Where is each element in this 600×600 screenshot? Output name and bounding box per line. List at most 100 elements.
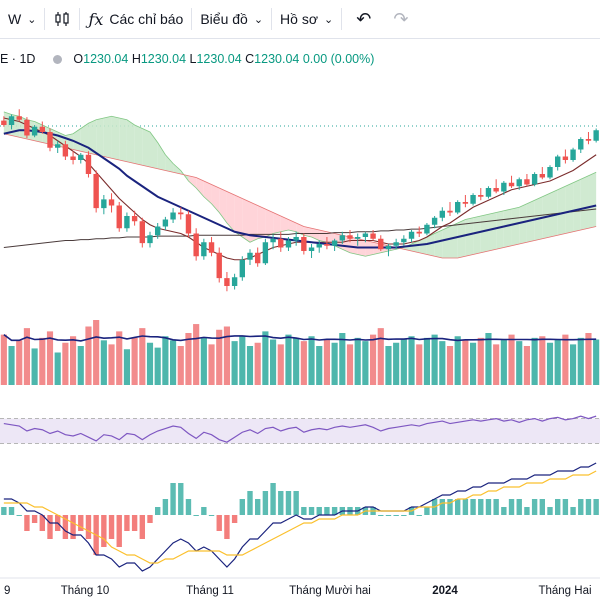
volume-bar: [570, 344, 577, 385]
ichimoku-cloud-segment: [488, 212, 497, 251]
candle-body: [170, 212, 176, 220]
macd-histogram-bar: [247, 491, 253, 515]
interval-selector[interactable]: W ⌄: [0, 0, 44, 38]
ichimoku-cloud-segment: [434, 230, 443, 258]
symbol-interval[interactable]: E · 1D: [0, 52, 36, 66]
candle-body: [424, 224, 430, 234]
macd-histogram-bar: [270, 483, 276, 515]
volume-bar: [239, 336, 246, 385]
candle-body: [562, 156, 569, 160]
ichimoku-cloud-segment: [242, 198, 250, 243]
macd-histogram-bar: [570, 507, 576, 515]
chart-type-label: Biểu đồ: [200, 11, 248, 27]
candle-body: [339, 235, 345, 241]
macd-histogram-bar: [285, 491, 292, 515]
candle-body: [378, 238, 384, 250]
macd-histogram-bar: [185, 499, 192, 515]
candle-body: [93, 174, 99, 209]
macd-histogram-bar: [393, 515, 399, 516]
macd-histogram-bar: [378, 515, 384, 516]
macd-histogram-bar: [170, 483, 176, 515]
macd-histogram-bar: [478, 499, 484, 515]
macd-histogram-bar: [416, 515, 422, 516]
volume-bar: [39, 337, 46, 385]
macd-histogram-bar: [147, 515, 153, 523]
redo-icon: ↷: [393, 8, 409, 29]
macd-histogram-bar: [85, 515, 92, 539]
ichimoku-cloud-segment: [573, 179, 581, 232]
ichimoku-cloud-segment: [465, 217, 474, 257]
candle-body: [231, 277, 238, 286]
macd-histogram-bar: [508, 499, 515, 515]
volume-bar: [46, 331, 54, 385]
volume-bar: [408, 336, 415, 385]
chart-type-button[interactable]: Biểu đồ ⌄: [192, 0, 271, 38]
volume-bar: [431, 334, 438, 385]
volume-bar: [462, 339, 469, 385]
volume-bar: [400, 339, 407, 385]
ichimoku-cloud-segment: [188, 175, 197, 188]
macd-histogram-bar: [1, 507, 7, 515]
macd-histogram-bar: [401, 515, 407, 516]
candle-body: [55, 144, 61, 148]
ichimoku-cloud-segment: [511, 207, 520, 246]
macd-histogram-bar: [8, 507, 15, 515]
volume-bar: [393, 342, 400, 385]
volume-bar: [208, 344, 215, 385]
volume-bar: [531, 337, 538, 385]
candle-body: [370, 233, 376, 239]
ichimoku-cloud-segment: [480, 214, 489, 253]
chevron-down-icon: ⌄: [27, 13, 37, 26]
ichimoku-cloud-segment: [588, 172, 597, 229]
macd-histogram-bar: [424, 507, 430, 515]
top-toolbar: W ⌄ ƒx Các chỉ báo Biểu đồ ⌄ Hồ sơ ⌄ ↶ ↷: [0, 0, 600, 39]
volume-bar: [270, 339, 277, 385]
ma-mid-line: [3, 117, 597, 261]
volume-bar: [416, 344, 423, 385]
high-value: 1230.04: [140, 52, 187, 66]
indicators-button[interactable]: ƒx Các chỉ báo: [80, 0, 191, 38]
indicators-label: Các chỉ báo: [109, 11, 184, 27]
ichimoku-cloud-segment: [165, 154, 174, 173]
macd-histogram-bar: [593, 499, 599, 515]
candles-button[interactable]: [45, 0, 79, 38]
volume-bar: [0, 334, 7, 385]
open-value: 1230.04: [83, 52, 129, 66]
candle-body: [301, 237, 307, 251]
candle-body: [47, 132, 53, 148]
x-tick-label: 2024: [432, 585, 458, 597]
macd-histogram-bar: [224, 515, 230, 539]
volume-bar: [308, 336, 315, 385]
ichimoku-cloud-segment: [196, 177, 204, 197]
ichimoku-cloud-segment: [234, 195, 243, 237]
redo-button[interactable]: ↷: [385, 0, 416, 38]
candle-body: [493, 188, 499, 192]
volume-bar: [231, 341, 238, 385]
change-value: 0.00 (0.00%): [302, 52, 375, 66]
candle-body: [501, 182, 507, 192]
profile-button[interactable]: Hồ sơ ⌄: [272, 0, 341, 38]
ichimoku-cloud-segment: [580, 175, 589, 230]
ichimoku-cloud-segment: [473, 216, 481, 255]
macd-histogram-bar: [255, 499, 261, 515]
candle-body: [324, 244, 330, 246]
price-chart[interactable]: 9 Tháng 10 Tháng 11 Tháng Mười hai 2024 Tháng…: [0, 38, 600, 600]
candle-body: [162, 219, 169, 227]
ichimoku-cloud-segment: [103, 116, 112, 159]
volume-bar: [93, 320, 100, 385]
candle-body: [401, 238, 407, 243]
ichimoku-cloud-segment: [173, 163, 181, 174]
undo-button[interactable]: ↶: [342, 0, 385, 38]
ma-slow-line: [3, 208, 597, 249]
candle-body: [31, 126, 38, 136]
function-icon: ƒx: [88, 9, 104, 29]
candle-body: [224, 278, 230, 286]
chevron-down-icon: ⌄: [253, 13, 264, 26]
candle-body: [247, 252, 253, 260]
macd-histogram-bar: [493, 499, 499, 515]
volume-bar: [285, 334, 292, 385]
volume-bar: [193, 324, 200, 385]
candle-body: [393, 242, 399, 246]
volume-bar: [85, 326, 92, 385]
ichimoku-cloud-segment: [496, 210, 504, 250]
